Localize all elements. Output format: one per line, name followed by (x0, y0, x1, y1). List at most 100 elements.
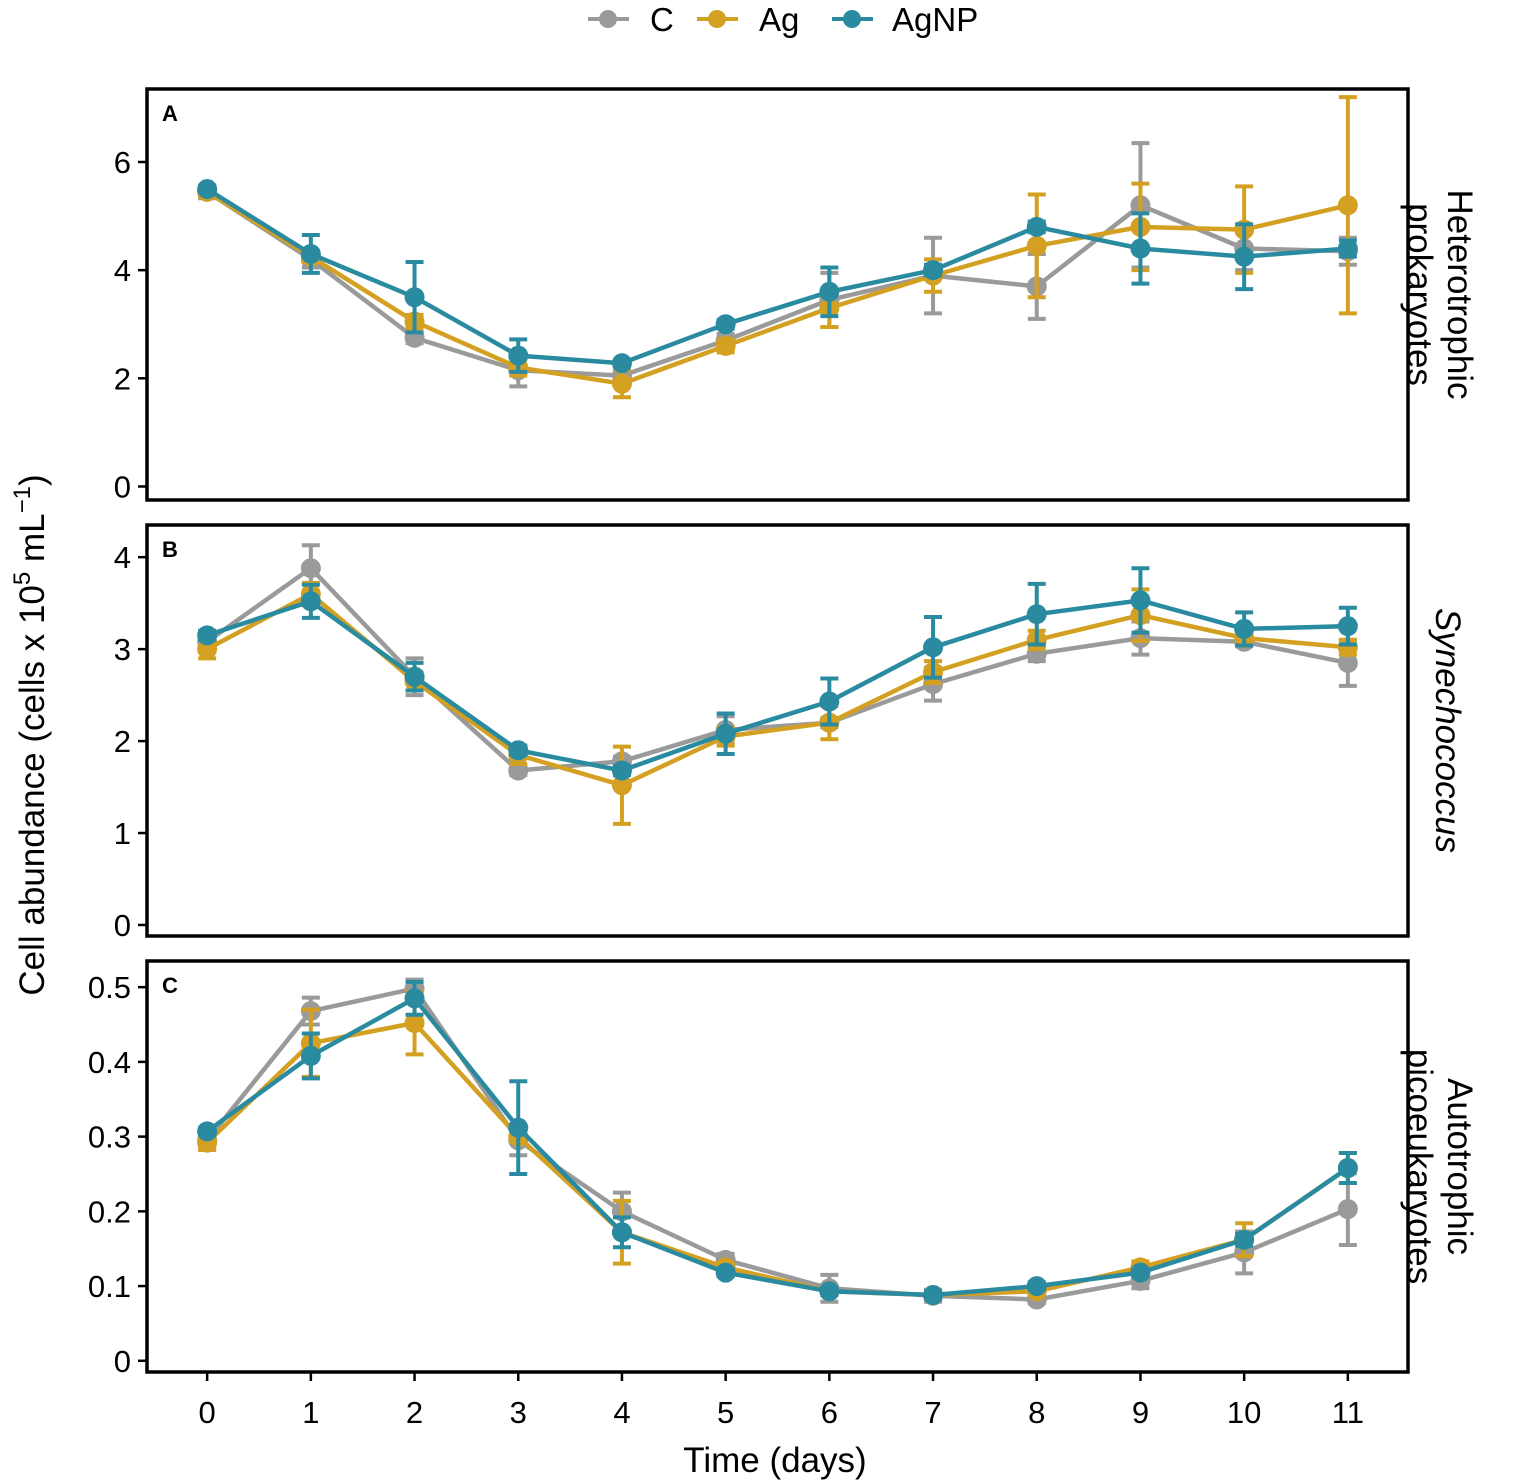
series-line (205, 189, 1349, 386)
data-point (1026, 216, 1047, 237)
panel-frame (145, 959, 1410, 1374)
data-point (300, 1045, 321, 1066)
y-tick-label: 2 (114, 724, 131, 759)
x-tick-label: 0 (199, 1395, 216, 1430)
data-point (1130, 1262, 1151, 1283)
series-agnp (197, 179, 1358, 374)
data-point (611, 373, 632, 394)
data-point (715, 314, 736, 335)
data-point (1337, 637, 1358, 658)
panel-letter: B (162, 537, 178, 562)
legend-key-marker-ag (708, 10, 726, 28)
panel-letter: C (162, 973, 178, 998)
panel-frame (145, 87, 1410, 502)
y-tick-label: 4 (114, 253, 131, 288)
data-point (1026, 235, 1047, 256)
strip-label-line: Heterotrophic (1440, 189, 1479, 399)
data-point (508, 345, 529, 366)
series-ag (197, 95, 1358, 400)
data-point (819, 691, 840, 712)
data-point (300, 591, 321, 612)
data-point (715, 723, 736, 744)
strip-label-line: Synechococcus (1428, 608, 1467, 853)
y-tick-label: 0.3 (88, 1120, 131, 1155)
strip-label-line: prokaryotes (1400, 203, 1439, 386)
data-point (197, 179, 218, 200)
data-point (1026, 604, 1047, 625)
legend-key-marker-c (599, 10, 617, 28)
data-point (923, 260, 944, 281)
legend-label-agnp: AgNP (892, 1, 978, 38)
legend-label-ag: Ag (759, 1, 799, 38)
x-axis: 0 1 2 3 4 5 6 7 8 9 10 11 (199, 1372, 1364, 1430)
data-point (508, 1117, 529, 1138)
legend: C Ag AgNP (588, 1, 978, 38)
data-point (197, 639, 218, 660)
data-point (1026, 1276, 1047, 1297)
data-point (300, 558, 321, 579)
series-line (205, 986, 1349, 1302)
data-point (404, 1013, 425, 1034)
data-point (1234, 618, 1255, 639)
series-line (205, 1020, 1350, 1298)
data-point (819, 1281, 840, 1302)
y-tick-label: 0.4 (88, 1045, 131, 1080)
y-tick-label: 0.1 (88, 1269, 131, 1304)
data-point (1130, 238, 1151, 259)
data-point (1234, 1229, 1255, 1250)
series-c (197, 141, 1358, 389)
x-tick-label: 6 (821, 1395, 838, 1430)
panel-b: 0 1 2 3 4 B Synechococcus (114, 523, 1467, 943)
strip-label-line: Autotrophic (1440, 1078, 1479, 1255)
data-point (1337, 195, 1358, 216)
y-axis-label: Cell abundance (cells x 105 mL−1) (9, 474, 52, 995)
data-point (715, 1262, 736, 1283)
data-point (404, 666, 425, 687)
strip-label: Synechococcus (1428, 608, 1467, 853)
x-tick-label: 9 (1132, 1395, 1149, 1430)
x-tick-label: 2 (406, 1395, 423, 1430)
panel-c: 0 0.1 0.2 0.3 0.4 0.5 C Autotrophicpicoeukaryot… (88, 959, 1479, 1379)
data-point (1234, 246, 1255, 267)
panel-a: 0 2 4 6 A Heterotrophicprokaryotes (114, 87, 1479, 504)
series-line (205, 189, 1348, 378)
data-point (923, 637, 944, 658)
y-tick-label: 0.2 (88, 1194, 131, 1229)
x-axis-label: Time (days) (683, 1441, 866, 1480)
data-point (508, 740, 529, 761)
series-line (205, 565, 1349, 773)
series-agnp (197, 566, 1358, 781)
data-point (611, 775, 632, 796)
data-point (404, 988, 425, 1009)
panel-frame (145, 523, 1410, 938)
x-tick-label: 4 (613, 1395, 630, 1430)
data-point (300, 243, 321, 264)
x-tick-label: 1 (302, 1395, 319, 1430)
series-line (205, 996, 1350, 1298)
legend-key-marker-agnp (843, 10, 861, 28)
data-point (611, 353, 632, 374)
x-tick-label: 5 (717, 1395, 734, 1430)
data-point (1337, 238, 1358, 259)
strip-label: Heterotrophicprokaryotes (1400, 189, 1479, 399)
data-point (1337, 1199, 1358, 1220)
legend-label-c: C (650, 1, 674, 38)
x-tick-label: 10 (1227, 1395, 1261, 1430)
data-point (923, 1285, 944, 1306)
data-point (1337, 1157, 1358, 1178)
data-point (715, 335, 736, 356)
y-tick-label: 3 (114, 632, 131, 667)
panel-letter: A (162, 101, 178, 126)
series-c (197, 543, 1358, 781)
y-tick-label: 0 (114, 1344, 131, 1379)
data-point (611, 760, 632, 781)
y-tick-label: 2 (114, 361, 131, 396)
y-tick-label: 0.5 (88, 970, 131, 1005)
y-tick-label: 1 (114, 816, 131, 851)
series-line (206, 591, 1349, 788)
y-tick-label: 6 (114, 145, 131, 180)
x-tick-label: 3 (510, 1395, 527, 1430)
series-agnp (197, 979, 1358, 1306)
x-tick-label: 7 (924, 1395, 941, 1430)
